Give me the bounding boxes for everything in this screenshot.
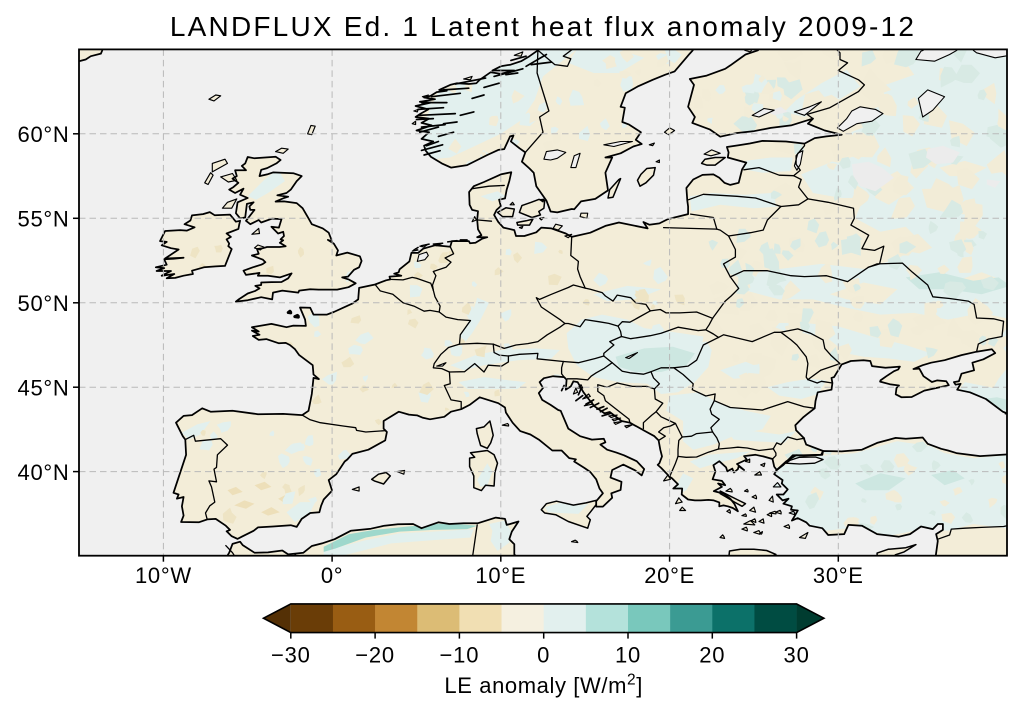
svg-text:55°N: 55°N [18, 206, 70, 231]
svg-text:30: 30 [784, 643, 810, 668]
svg-text:40°N: 40°N [18, 460, 70, 485]
svg-text:LE anomaly [W/m2]: LE anomaly [W/m2] [444, 672, 643, 699]
svg-text:0°: 0° [321, 563, 343, 588]
svg-text:0: 0 [537, 643, 550, 668]
svg-text:−30: −30 [271, 643, 311, 668]
svg-text:30°E: 30°E [813, 563, 864, 588]
svg-text:10°W: 10°W [135, 563, 192, 588]
svg-text:50°N: 50°N [18, 291, 70, 316]
svg-text:20°E: 20°E [644, 563, 695, 588]
svg-text:45°N: 45°N [18, 375, 70, 400]
svg-text:10: 10 [615, 643, 641, 668]
svg-text:−20: −20 [355, 643, 395, 668]
svg-text:LANDFLUX Ed. 1 Latent heat flu: LANDFLUX Ed. 1 Latent heat flux anomaly … [170, 11, 916, 42]
svg-text:60°N: 60°N [18, 122, 70, 147]
svg-text:20: 20 [699, 643, 725, 668]
svg-text:−10: −10 [440, 643, 480, 668]
svg-text:10°E: 10°E [475, 563, 526, 588]
